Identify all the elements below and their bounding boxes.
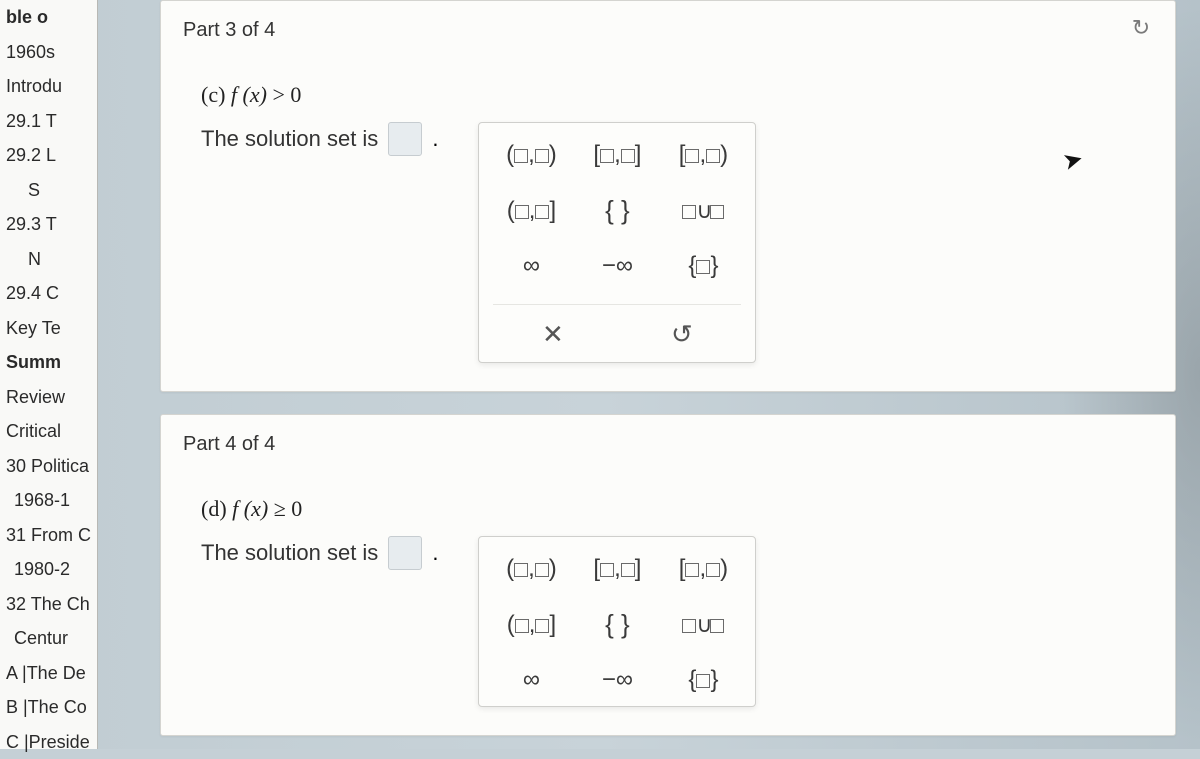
q4-prefix: (d): [201, 496, 232, 521]
toc-item[interactable]: 29.3 T: [0, 207, 97, 242]
btn-closed-closed[interactable]: [,]: [585, 139, 649, 171]
toc-item[interactable]: 1968-1: [0, 483, 97, 518]
btn-open-closed[interactable]: (,]: [499, 609, 563, 641]
btn-clear[interactable]: ✕: [521, 317, 585, 352]
btn-union[interactable]: ∪: [671, 610, 735, 640]
btn-infinity[interactable]: ∞: [499, 250, 563, 282]
toc-item[interactable]: Review: [0, 380, 97, 415]
interval-palette-4: (,) [,] [,) (,] { } ∪ ∞ −∞ {}: [478, 536, 756, 707]
toc-item[interactable]: A |The De: [0, 656, 97, 691]
btn-closed-open[interactable]: [,): [671, 553, 735, 585]
btn-undo[interactable]: ↺: [650, 317, 714, 352]
q4-op: ≥ 0: [268, 496, 302, 521]
undo-icon[interactable]: ↻: [1127, 15, 1155, 41]
toc-item[interactable]: Centur: [0, 621, 97, 656]
btn-neg-infinity[interactable]: −∞: [585, 250, 649, 282]
btn-open-open[interactable]: (,): [499, 553, 563, 585]
toc-item[interactable]: 1960s: [0, 35, 97, 70]
toc-item[interactable]: 1980-2: [0, 552, 97, 587]
q4-fx: f (x): [232, 496, 268, 521]
q3-prefix: (c): [201, 82, 231, 107]
toc-item[interactable]: Key Te: [0, 311, 97, 346]
toc-item[interactable]: 29.4 C: [0, 276, 97, 311]
interval-palette-3: (,) [,] [,) (,] { } ∪ ∞ −∞ {} ✕ ↺: [478, 122, 756, 363]
toc-item[interactable]: C |Preside: [0, 725, 97, 759]
btn-braces[interactable]: { }: [585, 607, 649, 642]
btn-braces[interactable]: { }: [585, 193, 649, 228]
toc-sidebar: ble o1960sIntrodu29.1 T29.2 LS29.3 TN29.…: [0, 0, 98, 749]
toc-item[interactable]: Summ: [0, 345, 97, 380]
toc-item[interactable]: Critical: [0, 414, 97, 449]
answer-input[interactable]: [388, 122, 422, 156]
solution-label: The solution set is: [201, 536, 378, 566]
answer-input[interactable]: [388, 536, 422, 570]
toc-item[interactable]: 30 Politica: [0, 449, 97, 484]
btn-neg-infinity[interactable]: −∞: [585, 664, 649, 696]
period: .: [432, 536, 438, 566]
period: .: [432, 122, 438, 152]
toc-item[interactable]: 31 From C: [0, 518, 97, 553]
q3-op: > 0: [267, 82, 301, 107]
solution-label: The solution set is: [201, 122, 378, 152]
part4-solution-row: The solution set is . (,) [,] [,) (,] { …: [201, 536, 1153, 707]
btn-set-one[interactable]: {}: [671, 250, 735, 282]
toc-item[interactable]: N: [0, 242, 97, 277]
part3-header: Part 3 of 4: [183, 19, 1153, 42]
btn-union[interactable]: ∪: [671, 196, 735, 226]
part3-question: (c) f (x) > 0: [201, 82, 1153, 108]
part4-header: Part 4 of 4: [183, 433, 1153, 456]
btn-open-open[interactable]: (,): [499, 139, 563, 171]
part4-question: (d) f (x) ≥ 0: [201, 496, 1153, 522]
part3-card: ↻ Part 3 of 4 (c) f (x) > 0 The solution…: [160, 0, 1176, 392]
toc-item[interactable]: 29.1 T: [0, 104, 97, 139]
btn-set-one[interactable]: {}: [671, 664, 735, 696]
content-area: ↻ Part 3 of 4 (c) f (x) > 0 The solution…: [160, 0, 1176, 749]
btn-open-closed[interactable]: (,]: [499, 195, 563, 227]
btn-closed-closed[interactable]: [,]: [585, 553, 649, 585]
toc-item[interactable]: B |The Co: [0, 690, 97, 725]
toc-item[interactable]: 29.2 L: [0, 138, 97, 173]
btn-infinity[interactable]: ∞: [499, 664, 563, 696]
btn-closed-open[interactable]: [,): [671, 139, 735, 171]
part4-card: Part 4 of 4 (d) f (x) ≥ 0 The solution s…: [160, 414, 1176, 736]
toc-item[interactable]: ble o: [0, 0, 97, 35]
part3-solution-row: The solution set is . (,) [,] [,) (,] { …: [201, 122, 1153, 363]
q3-fx: f (x): [231, 82, 267, 107]
toc-item[interactable]: S: [0, 173, 97, 208]
toc-item[interactable]: Introdu: [0, 69, 97, 104]
toc-item[interactable]: 32 The Ch: [0, 587, 97, 622]
